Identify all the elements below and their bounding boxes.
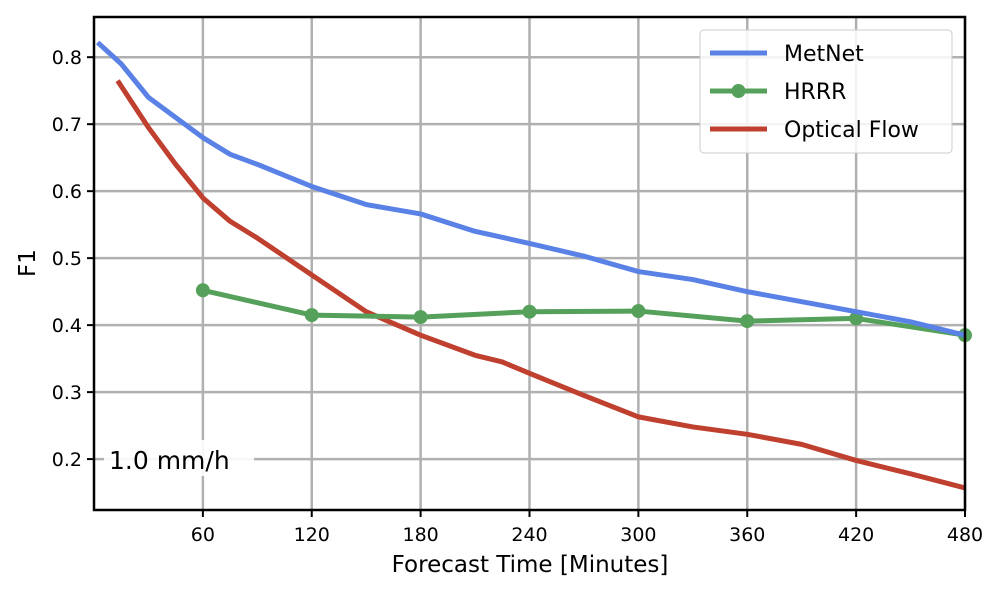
data-point-hrrr [849,311,864,326]
data-point-hrrr [740,314,755,329]
legend-label-metnet: MetNet [784,42,864,67]
y-tick-label: 0.6 [52,181,82,203]
x-tick-label: 420 [838,524,874,546]
data-point-hrrr [413,310,428,325]
series-line-optical-flow [115,79,966,491]
x-tick-label: 60 [191,524,215,546]
y-tick-label: 0.7 [52,114,82,136]
x-tick-label: 180 [402,524,438,546]
y-ticks: 0.2 0.3 0.4 0.5 0.6 0.7 0.8 [52,47,94,471]
data-point-hrrr [304,308,319,323]
x-tick-label: 480 [947,524,983,546]
y-tick-label: 0.5 [52,248,82,270]
legend-marker-hrrr [731,84,746,98]
legend-box [699,29,953,154]
series-metnet [95,40,966,338]
series-layer [95,40,972,491]
annotation-background [104,440,254,476]
x-tick-label: 120 [294,524,330,546]
legend: MetNet HRRR Optical Flow [699,29,953,154]
y-tick-label: 0.8 [52,47,82,69]
legend-label-optical-flow: Optical Flow [784,118,919,143]
y-tick-label: 0.4 [52,315,82,337]
x-tick-label: 300 [620,524,656,546]
legend-label-hrrr: HRRR [784,80,846,105]
x-axis-label: Forecast Time [Minutes] [392,552,669,578]
data-point-hrrr [195,283,210,298]
x-ticks: 60 120 180 240 300 360 420 480 [191,510,983,546]
series-line-hrrr [202,287,966,338]
annotation-threshold: 1.0 mm/h [109,446,230,475]
x-tick-label: 240 [511,524,547,546]
series-line-metnet [95,40,966,338]
x-tick-label: 360 [729,524,765,546]
y-tick-label: 0.2 [52,449,82,471]
data-point-hrrr [522,304,537,319]
data-point-hrrr [631,304,646,319]
series-optical-flow [115,79,966,491]
y-tick-label: 0.3 [52,382,82,404]
y-axis-label: F1 [15,249,41,277]
